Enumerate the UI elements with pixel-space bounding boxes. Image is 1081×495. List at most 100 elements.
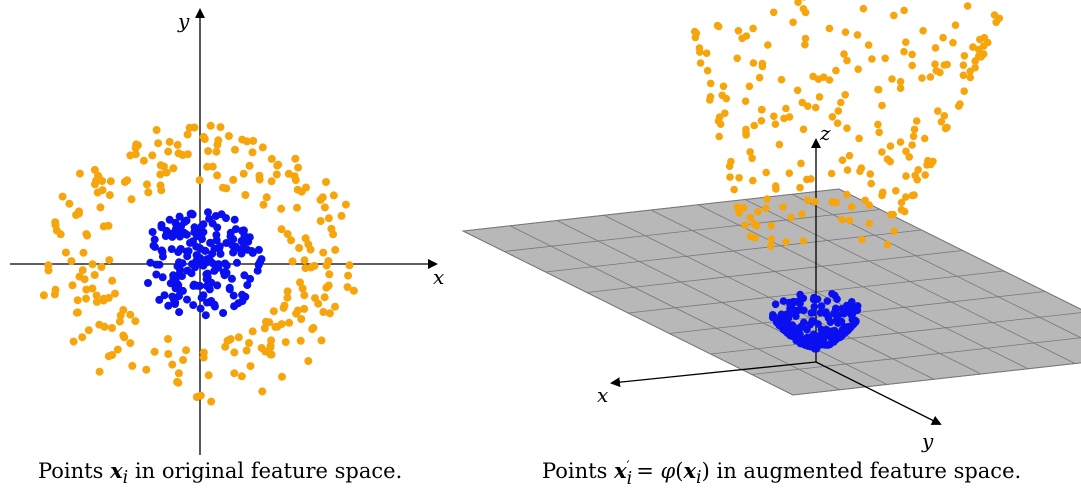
outer-point xyxy=(92,176,100,185)
outer-point-3d xyxy=(902,172,910,180)
outer-point xyxy=(237,372,246,381)
outer-point-3d xyxy=(878,101,886,110)
outer-point-3d xyxy=(920,134,929,143)
outer-point xyxy=(291,176,300,185)
outer-point-3d xyxy=(857,164,866,172)
outer-point xyxy=(95,367,104,376)
outer-point xyxy=(249,136,258,145)
inner-point xyxy=(169,274,178,282)
outer-point-3d xyxy=(749,176,757,185)
inner-point xyxy=(190,228,199,237)
inner-point-3d xyxy=(832,304,840,313)
outer-point-3d xyxy=(908,50,916,59)
inner-point xyxy=(233,258,241,267)
outer-point-3d xyxy=(843,56,851,65)
outer-point xyxy=(173,377,182,386)
outer-point-3d xyxy=(943,123,951,132)
outer-point xyxy=(93,188,102,197)
outer-point xyxy=(108,324,116,332)
right-caption-equals: = xyxy=(636,459,654,483)
outer-point-3d xyxy=(730,185,738,194)
inner-point-3d xyxy=(800,306,808,315)
outer-point-3d xyxy=(960,52,969,60)
outer-point xyxy=(283,230,292,238)
right-caption-arg: x xyxy=(683,458,696,483)
outer-point-3d xyxy=(890,227,899,235)
outer-point-3d xyxy=(966,73,975,82)
outer-point-3d xyxy=(845,216,854,225)
inner-point xyxy=(176,266,185,274)
outer-point xyxy=(284,169,293,178)
inner-point xyxy=(161,232,170,240)
outer-point xyxy=(274,160,283,169)
inner-point xyxy=(254,245,263,254)
outer-point xyxy=(296,278,304,287)
inner-point xyxy=(192,242,201,251)
outer-point-3d xyxy=(855,134,863,143)
inner-point-3d xyxy=(833,295,841,304)
outer-point-3d xyxy=(960,87,968,95)
outer-point-3d xyxy=(798,98,807,107)
inner-point-3d xyxy=(785,298,794,307)
outer-point xyxy=(229,175,238,184)
outer-point-3d xyxy=(746,232,755,241)
outer-point xyxy=(208,162,217,171)
outer-point xyxy=(295,244,304,252)
outer-point xyxy=(230,369,239,378)
outer-point xyxy=(343,283,352,292)
outer-point-3d xyxy=(794,0,802,6)
outer-point xyxy=(204,147,213,156)
outer-point xyxy=(248,148,257,157)
outer-point xyxy=(272,170,281,179)
outer-point xyxy=(139,156,148,165)
outer-point xyxy=(98,177,107,185)
inner-point xyxy=(187,209,196,218)
outer-point xyxy=(78,266,87,275)
inner-point xyxy=(208,219,217,228)
plane-grid-line xyxy=(509,225,841,391)
outer-point-3d xyxy=(766,242,775,250)
outer-point-3d xyxy=(799,237,808,245)
outer-point-3d xyxy=(919,27,927,35)
outer-point-3d xyxy=(755,73,764,82)
outer-point xyxy=(301,264,310,273)
inner-point-3d xyxy=(815,337,824,346)
inner-point-3d xyxy=(822,331,831,339)
outer-point xyxy=(165,137,174,146)
outer-point xyxy=(322,178,330,186)
outer-point xyxy=(329,230,338,239)
outer-point xyxy=(73,296,82,305)
outer-point xyxy=(126,310,135,319)
outer-point xyxy=(255,171,264,180)
outer-point-3d xyxy=(902,38,910,46)
outer-point-3d xyxy=(940,112,949,120)
inner-point-3d xyxy=(834,319,842,327)
outer-point-3d xyxy=(801,34,810,43)
outer-point xyxy=(144,188,153,197)
inner-point-3d xyxy=(779,297,788,305)
inner-point-3d xyxy=(799,294,808,303)
right-caption-prefix: Points xyxy=(542,459,608,483)
outer-point xyxy=(349,286,358,295)
outer-point xyxy=(61,248,70,257)
outer-point xyxy=(325,270,334,279)
outer-point xyxy=(331,245,340,254)
outer-point xyxy=(168,360,177,369)
inner-point xyxy=(174,248,183,257)
inner-point xyxy=(191,263,199,272)
inner-point xyxy=(257,255,266,264)
outer-point-3d xyxy=(909,132,918,141)
outer-point xyxy=(131,144,140,152)
outer-point xyxy=(266,343,275,352)
outer-point xyxy=(319,248,328,257)
outer-point xyxy=(239,169,248,178)
outer-point xyxy=(329,191,338,200)
outer-point-3d xyxy=(798,210,806,218)
outer-point-3d xyxy=(840,50,848,58)
inner-point-3d xyxy=(808,340,816,349)
outer-point-3d xyxy=(900,6,908,15)
outer-point xyxy=(214,136,223,145)
outer-point-3d xyxy=(890,11,898,20)
left-y-axis-label: y xyxy=(177,9,190,33)
outer-point-3d xyxy=(801,40,809,49)
